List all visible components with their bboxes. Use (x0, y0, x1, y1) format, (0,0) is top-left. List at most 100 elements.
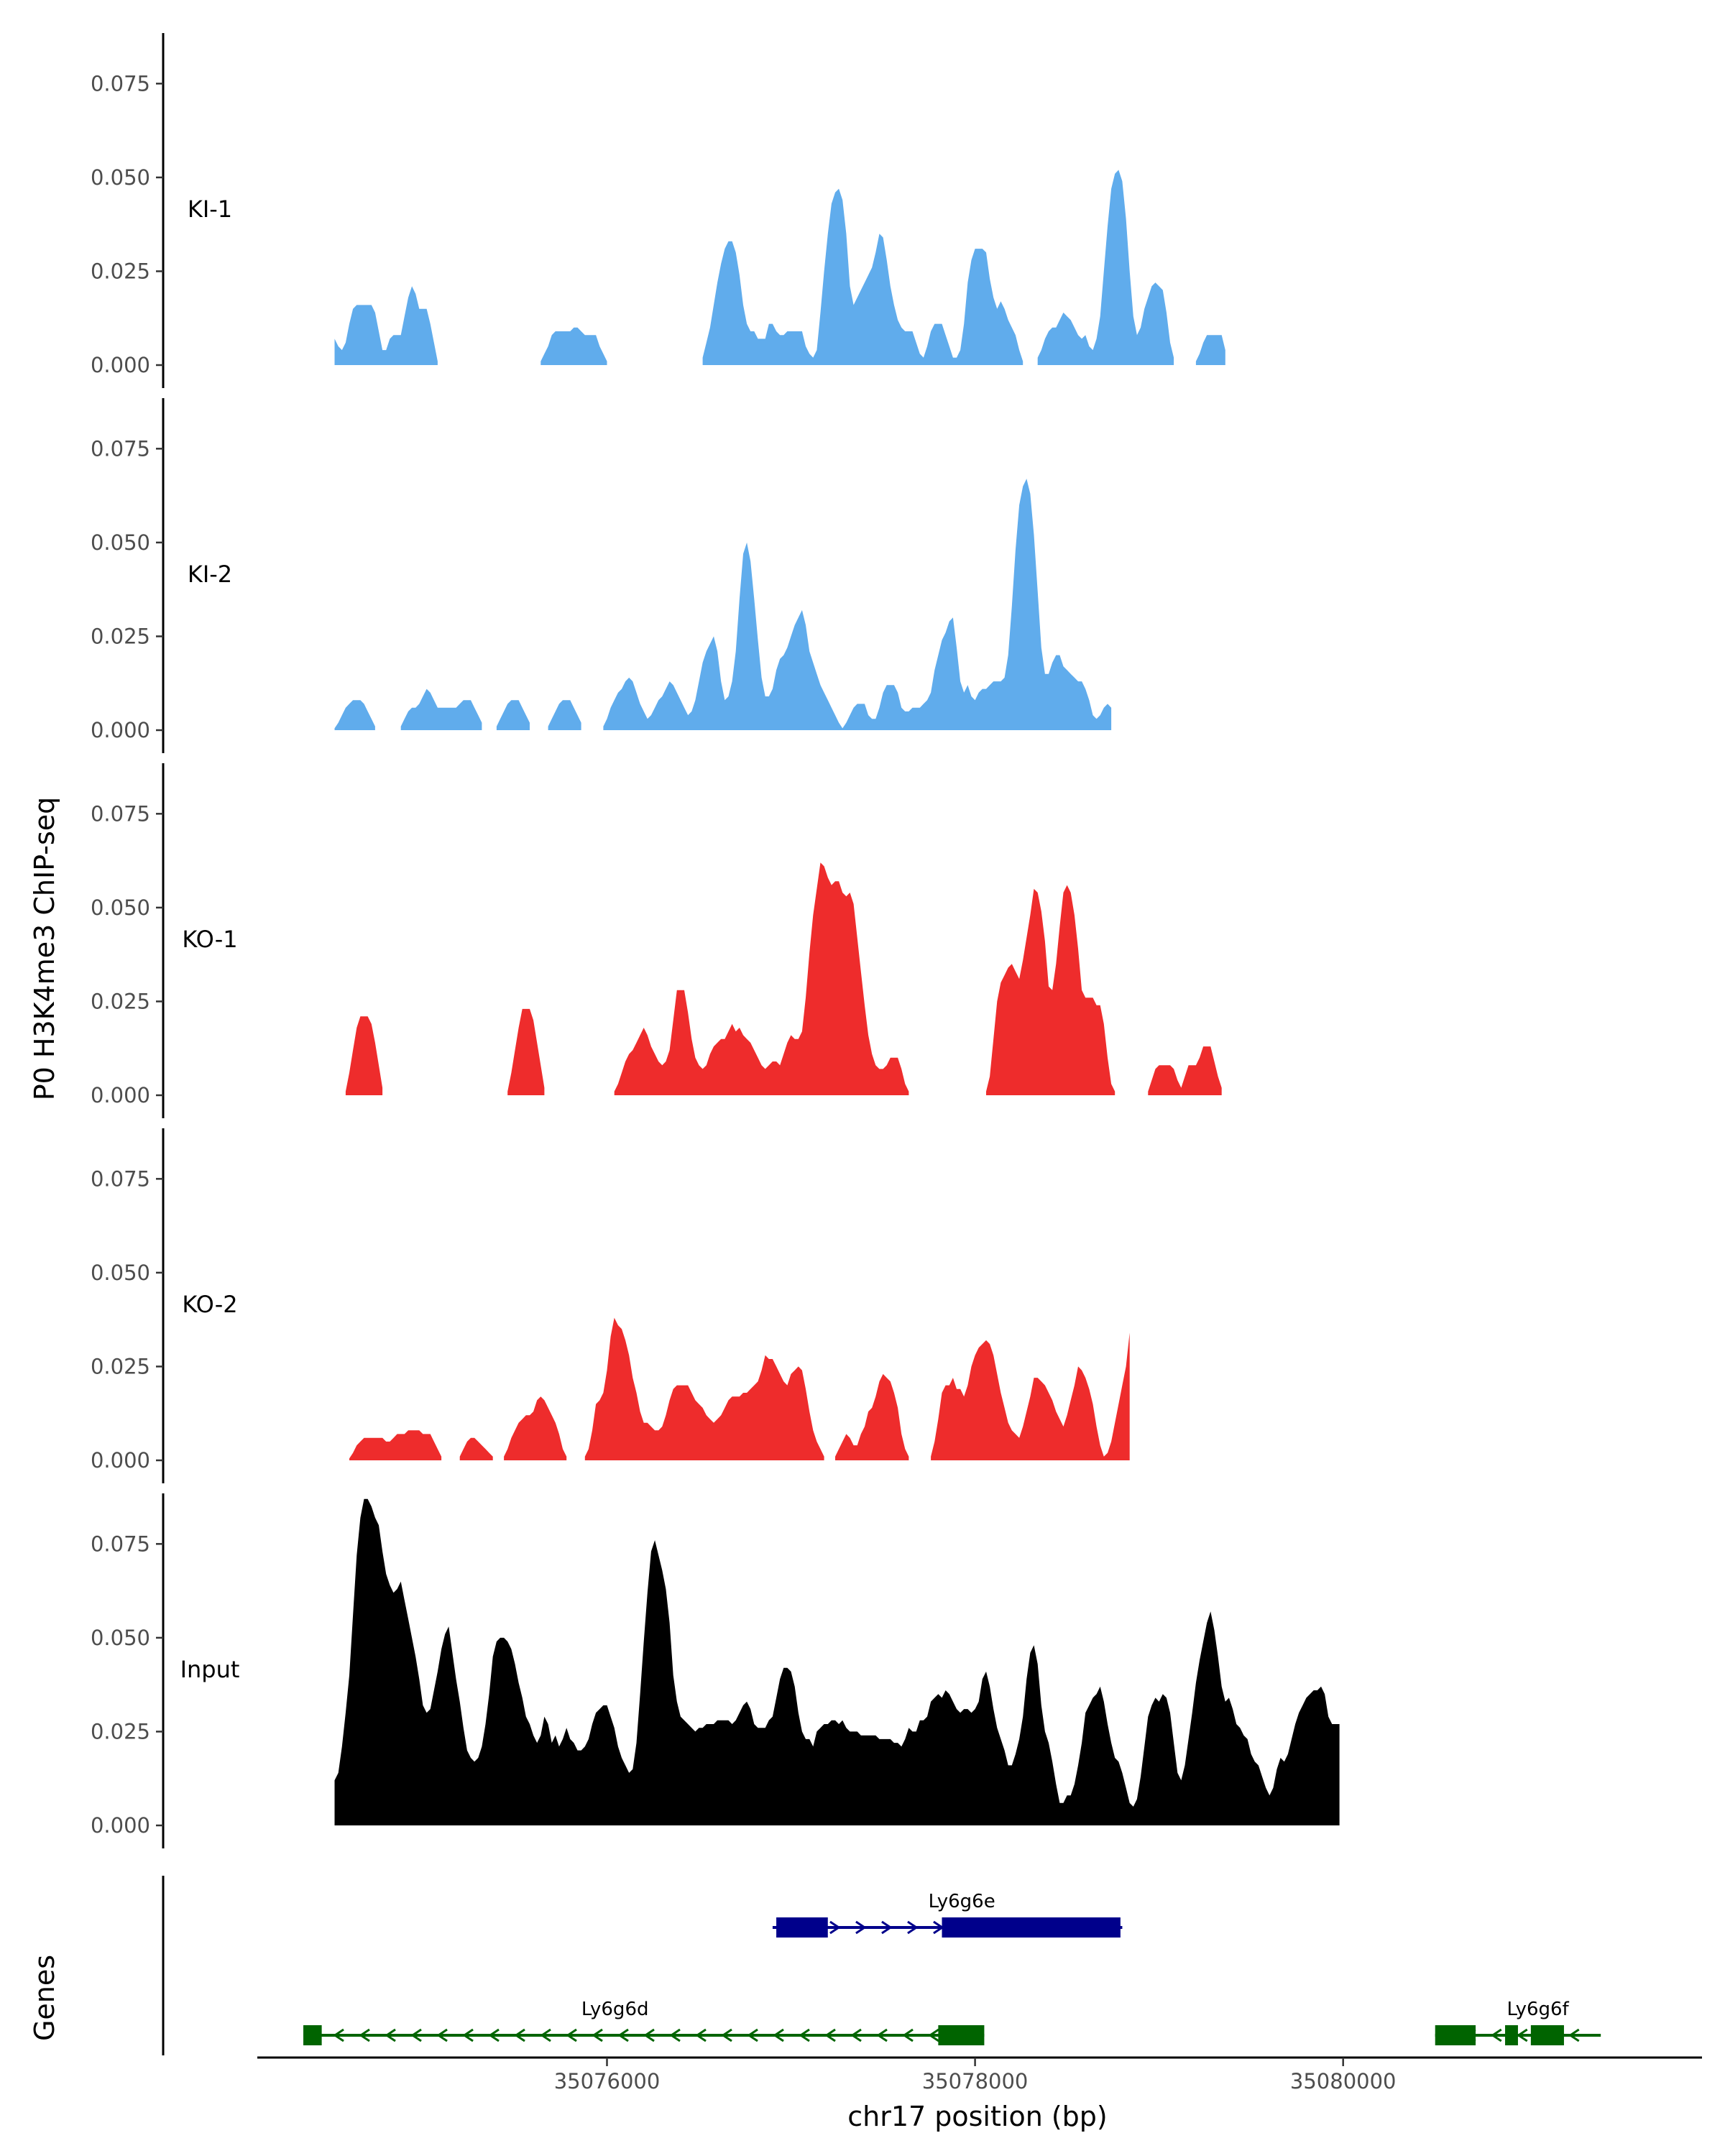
signal-area (548, 700, 581, 730)
y-tick-label: 0.050 (91, 895, 150, 920)
track-input: 0.000 0.025 0.050 0.075 Input (91, 1493, 1340, 1848)
signal-area (400, 688, 482, 730)
signal-area (334, 1498, 1340, 1825)
y-tick-label: 0.025 (91, 1354, 150, 1378)
gene-ly6g6e: Ly6g6e (772, 1891, 1123, 1938)
x-tick-label: 35078000 (922, 2069, 1029, 2093)
strand-arrow (747, 2028, 758, 2042)
strand-arrow (928, 2028, 939, 2042)
track-ko-2: 0.000 0.025 0.050 0.075 KO-2 (91, 1128, 1130, 1483)
gene-exon (1530, 2025, 1564, 2045)
strand-arrow (617, 2028, 629, 2042)
y-tick-label: 0.050 (91, 1261, 150, 1285)
strand-arrow (410, 2028, 422, 2042)
signal-area (931, 1332, 1130, 1460)
track-label: KI-1 (188, 195, 232, 223)
signal-area (345, 1016, 383, 1095)
strand-arrow (824, 2028, 836, 2042)
gene-annotation-panel: Ly6g6e Ly6g6d Ly6g6f (162, 1876, 1601, 2055)
y-tick-label: 0.075 (91, 436, 150, 461)
strand-arrow (514, 2028, 525, 2042)
strand-arrow (592, 2028, 603, 2042)
gene-exon (942, 1917, 1121, 1938)
strand-arrow (385, 2028, 396, 2042)
y-tick-label: 0.025 (91, 259, 150, 283)
gene-ly6g6f: Ly6g6f (1435, 1999, 1601, 2045)
strand-arrow (881, 1920, 893, 1935)
y-tick-label: 0.000 (91, 1448, 150, 1473)
gene-exon (776, 1917, 828, 1938)
y-tick-label: 0.075 (91, 1531, 150, 1556)
signal-area (496, 700, 530, 730)
genes-axis-title: Genes (29, 1955, 60, 2041)
y-tick-label: 0.050 (91, 165, 150, 190)
gene-label: Ly6g6f (1506, 1999, 1569, 2020)
strand-arrow (1491, 2028, 1502, 2042)
signal-area (702, 188, 1024, 365)
y-tick-label: 0.025 (91, 1719, 150, 1743)
signal-area (540, 327, 607, 365)
y-tick-label: 0.000 (91, 718, 150, 742)
y-tick-label: 0.050 (91, 530, 150, 555)
signal-area (334, 286, 438, 365)
signal-area (835, 1373, 909, 1460)
y-tick-label: 0.025 (91, 989, 150, 1013)
strand-arrow (566, 2028, 577, 2042)
y-axis-title: P0 H3K4me3 ChIP-seq (29, 797, 60, 1101)
track-ko-1: 0.000 0.025 0.050 0.075 KO-1 (91, 763, 1222, 1118)
strand-arrow (721, 2028, 732, 2042)
y-tick-label: 0.000 (91, 353, 150, 377)
gene-exon (303, 2025, 322, 2045)
strand-arrow (1568, 2028, 1580, 2042)
signal-area (504, 1396, 567, 1460)
signal-area (507, 1008, 545, 1095)
strand-arrow (488, 2028, 500, 2042)
x-axis-title: chr17 position (bp) (847, 2101, 1108, 2132)
strand-arrow (462, 2028, 474, 2042)
y-tick-label: 0.025 (91, 624, 150, 648)
strand-arrow (540, 2028, 551, 2042)
strand-arrow (850, 2028, 862, 2042)
strand-arrow (876, 2028, 888, 2042)
x-tick-label: 35076000 (554, 2069, 661, 2093)
gene-ly6g6d: Ly6g6d (303, 1999, 985, 2045)
gene-label: Ly6g6d (581, 1999, 649, 2020)
strand-arrow (669, 2028, 681, 2042)
strand-arrow (436, 2028, 448, 2042)
y-tick-label: 0.050 (91, 1626, 150, 1650)
track-label: Input (180, 1656, 240, 1683)
strand-arrow (902, 2028, 914, 2042)
signal-area (1148, 1046, 1222, 1095)
signal-area (1195, 335, 1225, 365)
track-ki-1: 0.000 0.025 0.050 0.075 KI-1 (91, 33, 1225, 388)
signal-area (349, 1430, 442, 1460)
strand-arrow (1517, 2028, 1528, 2042)
signal-area (986, 885, 1116, 1095)
y-tick-label: 0.075 (91, 1166, 150, 1191)
gene-exon (1435, 2025, 1476, 2045)
strand-arrow (799, 2028, 810, 2042)
strand-arrow (333, 2028, 344, 2042)
y-tick-label: 0.075 (91, 71, 150, 96)
strand-arrow (855, 1920, 867, 1935)
strand-arrow (643, 2028, 655, 2042)
track-label: KO-2 (182, 1291, 237, 1318)
track-label: KO-1 (182, 926, 237, 953)
signal-area (459, 1437, 493, 1460)
y-tick-label: 0.075 (91, 801, 150, 826)
signal-area (614, 862, 909, 1095)
gene-exon (1505, 2025, 1518, 2045)
x-axis: 35076000 35078000 35080000 (257, 2056, 1702, 2093)
strand-arrow (359, 2028, 370, 2042)
strand-arrow (773, 2028, 784, 2042)
strand-arrow (829, 1920, 841, 1935)
signal-area (603, 479, 1112, 730)
signal-area (1037, 170, 1174, 365)
signal-tracks: 0.0000.0250.0500.075KI-10.0000.0250.0500… (91, 33, 1340, 1848)
x-tick-label: 35080000 (1290, 2069, 1397, 2093)
signal-area (584, 1317, 824, 1460)
track-label: KI-2 (188, 561, 232, 588)
gene-exon (938, 2025, 985, 2045)
strand-arrow (907, 1920, 919, 1935)
